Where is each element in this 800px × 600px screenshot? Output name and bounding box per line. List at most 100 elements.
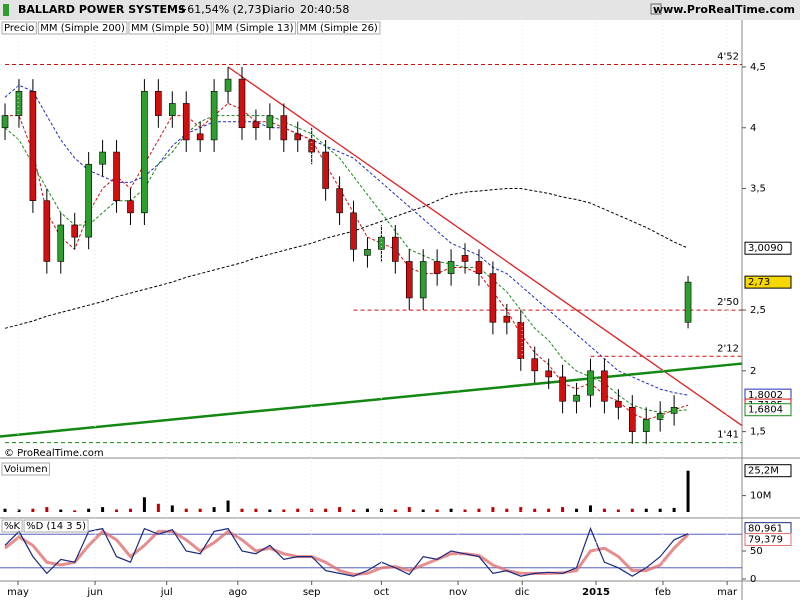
volume-bar: [3, 508, 7, 512]
candle-body: [447, 261, 455, 274]
candle-body: [127, 200, 134, 214]
legend-frame: [23, 519, 89, 533]
volume-bar: [296, 508, 300, 512]
candle-body: [113, 151, 120, 201]
candle-body: [196, 133, 204, 141]
volume-bar: [686, 470, 690, 512]
volume-bar: [435, 509, 439, 512]
legend-frame: [1, 21, 37, 35]
volume-bar: [602, 508, 606, 512]
volume-bar: [575, 508, 579, 512]
candle-body: [489, 273, 497, 323]
volume-bar: [184, 508, 188, 512]
volume-bar: [101, 507, 105, 512]
header-bar: [0, 0, 800, 20]
volume-bar: [519, 507, 523, 512]
volume-bar: [616, 509, 620, 512]
candle-body: [419, 261, 427, 299]
candle-body: [141, 90, 148, 214]
volume-bar: [240, 508, 244, 512]
trendline: [227, 66, 743, 427]
candle-body: [294, 133, 302, 141]
candle-body: [670, 407, 678, 414]
legend-entry: MM (Simple 200): [40, 23, 125, 34]
candle-body: [684, 281, 692, 323]
candle-body: [405, 261, 413, 299]
x-tick-label: mar: [717, 587, 738, 598]
legend-entry: MM (Simple 26): [300, 23, 378, 34]
volume-bar: [128, 508, 132, 512]
legend-entry: MM (Simple 13): [215, 23, 293, 34]
legend-frame: [212, 21, 297, 35]
candle-body: [99, 151, 106, 165]
level-label: 2'50: [717, 297, 739, 308]
legend-entry: %D (14 3 5): [26, 521, 86, 532]
volume-bar: [170, 505, 174, 512]
header-icon: [3, 4, 9, 16]
volume-bar: [212, 507, 216, 512]
volume-bar: [561, 507, 565, 512]
candle-body: [642, 419, 650, 432]
volume-bar: [658, 508, 662, 512]
last-value-box: [744, 403, 792, 417]
candle-body: [461, 255, 469, 262]
volume-bar: [477, 508, 481, 512]
volume-bar: [156, 503, 160, 512]
volume-bar: [59, 509, 63, 512]
x-tick-label: dic: [515, 587, 530, 598]
candle-body: [29, 90, 37, 201]
volume-bar: [505, 508, 509, 512]
candle-body: [336, 188, 343, 214]
moving-average: [5, 102, 689, 421]
volume-bar: [338, 507, 342, 512]
volume-bar: [17, 509, 21, 512]
last-value-box: [744, 275, 792, 289]
legend-frame: [37, 21, 128, 35]
moving-average: [4, 115, 689, 413]
last-value-label: 3,0090: [748, 243, 783, 254]
y-tick-label: 50: [750, 546, 763, 557]
volume-bar: [449, 508, 453, 512]
last-value-box: [744, 464, 792, 478]
candle-body: [15, 90, 23, 116]
y-tick-label: 2,5: [750, 305, 766, 316]
candle-body: [559, 376, 566, 402]
candle-body: [280, 115, 288, 141]
candle-body: [378, 236, 385, 250]
watermark: © ProRealTime.com: [4, 448, 104, 459]
last-value-label: 80,961: [748, 524, 783, 535]
legend-entry: MM (Simple 50): [131, 23, 209, 34]
volume-bar: [630, 508, 634, 512]
x-tick-label: ago: [229, 587, 248, 598]
header-change: +61,54% (2,73): [178, 3, 266, 16]
volume-bar: [393, 509, 397, 512]
level-label: 2'12: [717, 343, 739, 354]
moving-average: [4, 84, 689, 396]
last-value-label: 25,2M: [748, 466, 779, 477]
candle-body: [266, 115, 274, 129]
candle-body: [57, 224, 65, 262]
candle-body: [364, 249, 371, 256]
last-value-label: 2,73: [748, 277, 770, 288]
candle-body: [252, 121, 260, 129]
last-value-box: [744, 533, 792, 547]
y-tick-label: 1,5: [750, 427, 766, 438]
candle-body: [615, 400, 622, 408]
volume-bar: [491, 507, 495, 512]
y-tick-label: 10M: [750, 491, 771, 502]
legend-entry: %K: [4, 521, 21, 532]
volume-bar: [115, 509, 119, 512]
window-button[interactable]: [650, 3, 662, 15]
volume-bar: [407, 507, 411, 512]
legend-frame: [128, 21, 212, 35]
volume-bar: [672, 507, 676, 512]
candle-body: [573, 394, 580, 402]
volume-bar: [142, 497, 146, 512]
candle-body: [587, 370, 594, 396]
candle-body: [322, 151, 329, 189]
volume-bar: [324, 508, 328, 512]
volume-bar: [644, 508, 648, 512]
candle-body: [155, 90, 162, 116]
x-tick-label: 2015: [582, 587, 610, 598]
legend-frame: [297, 21, 381, 35]
